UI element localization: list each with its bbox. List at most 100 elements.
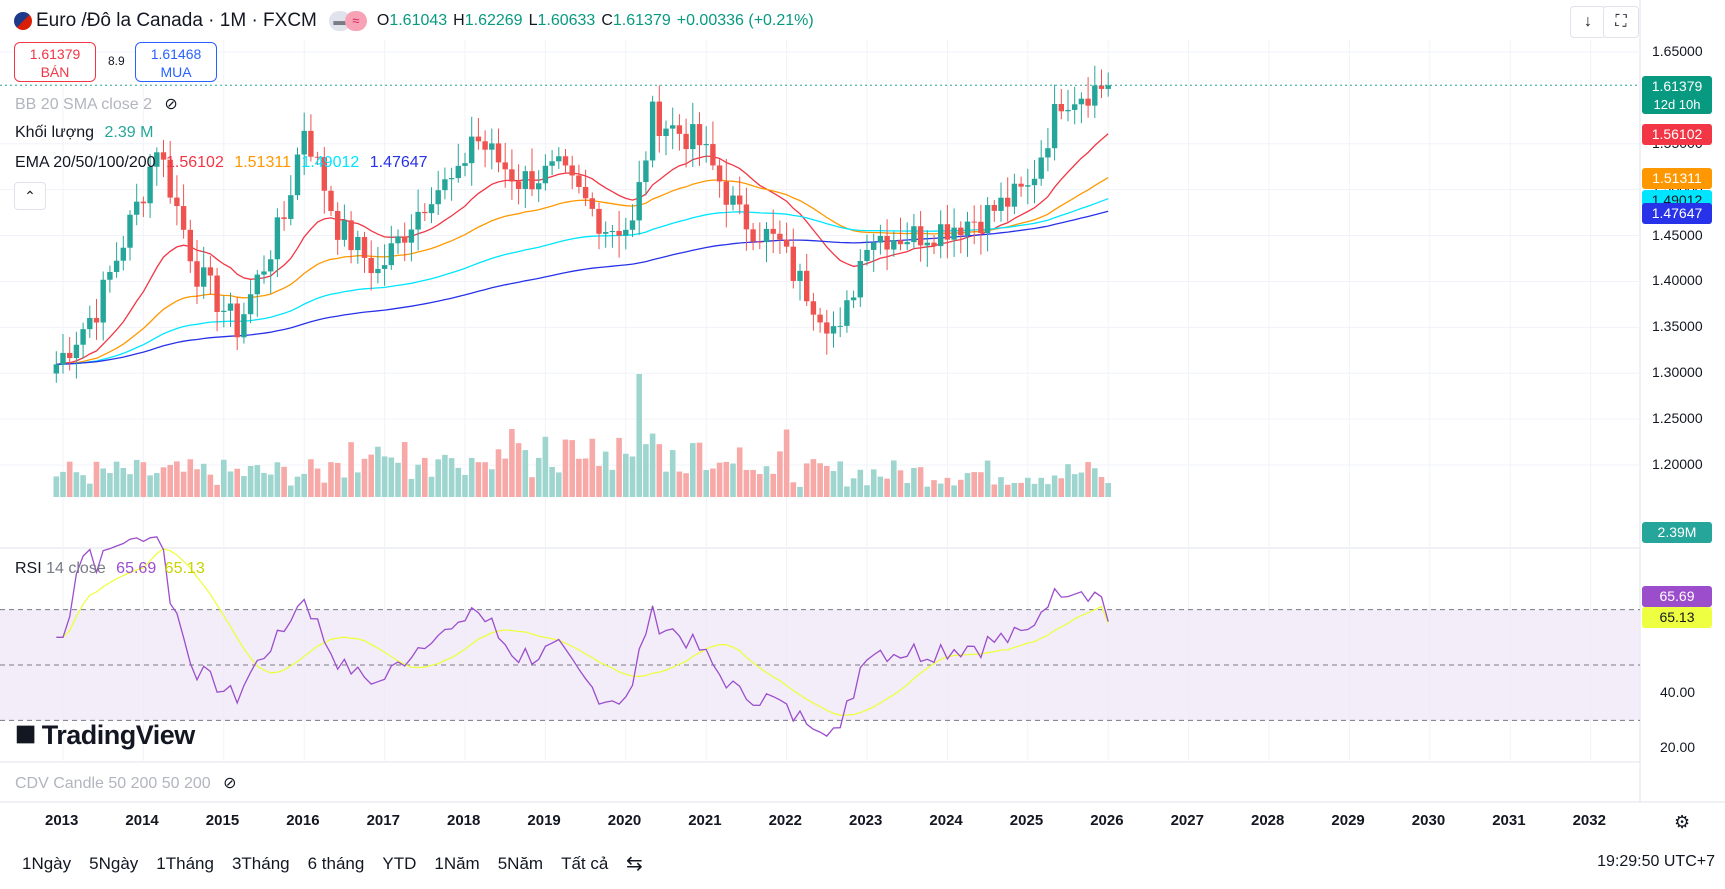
volume-bar: [884, 478, 890, 497]
volume-bar: [803, 463, 810, 497]
candle-body: [750, 229, 756, 242]
candle-body: [1072, 104, 1078, 110]
volume-bar: [897, 470, 904, 497]
volume-bar: [964, 473, 971, 497]
candle-body: [589, 198, 595, 209]
range-button[interactable]: 1Tháng: [156, 854, 214, 873]
range-button[interactable]: 5Ngày: [89, 854, 139, 873]
volume-bar: [549, 466, 555, 497]
volume-bar: [978, 472, 984, 497]
rsi-legend[interactable]: RSI 14 close 65.69 65.13: [15, 560, 205, 578]
volume-bar: [294, 476, 301, 497]
time-tick-label: 2026: [1090, 812, 1124, 829]
volume-bar: [100, 468, 106, 497]
volume-bar: [870, 469, 877, 497]
range-button[interactable]: 3Tháng: [231, 854, 290, 873]
price-tag: 65.13: [1642, 607, 1712, 628]
settings-gear-icon[interactable]: ⚙: [1674, 812, 1691, 832]
candle-body: [1098, 85, 1105, 89]
candle-body: [221, 310, 227, 312]
candle-body: [723, 181, 729, 205]
candle-body: [442, 179, 448, 191]
price-tag: 1.56102: [1642, 123, 1712, 145]
candle-body: [1085, 98, 1091, 106]
candle-body: [154, 152, 160, 167]
candle-body: [134, 201, 140, 215]
time-tick-label: 2027: [1170, 812, 1204, 829]
candle-body: [931, 242, 937, 247]
volume-bar: [663, 471, 669, 497]
time-tick-label: 2020: [607, 812, 642, 829]
volume-bar: [187, 459, 194, 497]
volume-legend[interactable]: Khối lượng 2.39 M: [15, 124, 153, 142]
range-button[interactable]: 5Năm: [497, 854, 544, 873]
sell-button[interactable]: 1.61379 BÁN: [14, 42, 96, 82]
fullscreen-button[interactable]: ⛶: [1603, 6, 1639, 38]
candle-body: [80, 329, 86, 345]
buy-button[interactable]: 1.61468 MUA: [135, 42, 217, 82]
candle-body: [147, 166, 153, 204]
symbol-title[interactable]: Euro /Đô la Canada · 1M · FXCM: [36, 10, 317, 31]
download-button[interactable]: ↓: [1570, 6, 1606, 38]
volume-bar: [214, 484, 220, 497]
price-tick-label: 1.30000: [1652, 364, 1703, 381]
range-button[interactable]: 1Năm: [434, 854, 480, 873]
eye-off-icon[interactable]: ⊘: [223, 775, 237, 792]
candle-body: [737, 195, 743, 205]
volume-bar: [730, 463, 736, 497]
volume-bar: [777, 451, 783, 497]
tradingview-logo[interactable]: ⯀ TradingView: [16, 720, 195, 751]
volume-bar: [167, 464, 173, 497]
compare-dates-icon[interactable]: ⇆: [626, 853, 643, 875]
candle-body: [924, 242, 930, 246]
volume-bar: [750, 469, 756, 497]
candle-body: [1065, 109, 1071, 112]
collapse-legend-button[interactable]: ⌃: [14, 182, 46, 210]
volume-bar: [308, 459, 314, 497]
candle-body: [696, 124, 703, 146]
candle-body: [871, 242, 877, 250]
visibility-toggle[interactable]: ▬ ≈: [328, 11, 367, 31]
bb-indicator-legend[interactable]: BB 20 SMA close 2 ⊘: [15, 94, 178, 114]
candle-body: [703, 144, 709, 146]
range-button[interactable]: 6 tháng: [307, 854, 365, 873]
volume-bar: [582, 458, 589, 497]
clock[interactable]: 19:29:50 UTC+7: [1597, 853, 1715, 870]
range-button[interactable]: 1Ngày: [22, 854, 72, 873]
volume-bar: [207, 474, 214, 497]
volume-bar: [951, 485, 957, 497]
volume-bar: [388, 457, 395, 497]
volume-bar: [328, 462, 334, 497]
candle-body: [897, 240, 904, 245]
rsi-ma-line: [56, 548, 1109, 716]
price-tick-label: 1.40000: [1652, 272, 1703, 289]
eye-off-icon[interactable]: ⊘: [164, 96, 178, 113]
candle-body: [207, 267, 214, 276]
time-tick-label: 2028: [1251, 812, 1285, 829]
time-tick-label: 2029: [1331, 812, 1365, 829]
candle-body: [978, 221, 984, 233]
ohlc-key: H: [453, 12, 465, 29]
cdv-legend[interactable]: CDV Candle 50 200 50 200 ⊘: [15, 773, 237, 793]
volume-bar: [1105, 483, 1111, 497]
candle-body: [234, 303, 240, 338]
range-button[interactable]: Tất cả: [561, 854, 609, 873]
ohlc-value: 1.60633: [537, 12, 596, 29]
volume-bar: [770, 473, 776, 497]
candle-body: [556, 156, 562, 162]
candle-body: [596, 208, 602, 234]
candle-body: [73, 344, 80, 359]
range-button[interactable]: YTD: [382, 854, 417, 873]
tv-logo-icon: ⯀: [16, 723, 35, 750]
volume-bar: [1025, 477, 1031, 497]
price-tick-label: 1.25000: [1652, 410, 1703, 427]
time-tick-label: 2030: [1411, 812, 1446, 829]
volume-bar: [475, 462, 482, 497]
ohlc-key: L: [528, 12, 538, 29]
time-tick-label: 2032: [1572, 812, 1606, 829]
ema-legend[interactable]: EMA 20/50/100/200 1.56102 1.51311 1.4901…: [15, 154, 428, 172]
candle-body: [127, 214, 133, 248]
candle-body: [288, 195, 294, 219]
candle-body: [1045, 148, 1051, 158]
